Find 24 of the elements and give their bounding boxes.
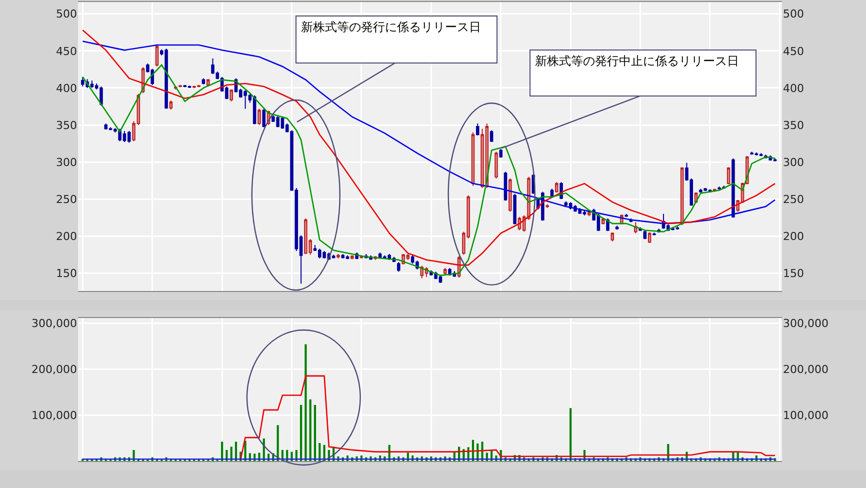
y-tick-label: 300 [56,156,77,169]
y-tick-label: 300,000 [32,316,77,330]
y-tick-label: 200 [56,230,77,244]
y-tick-label: 350 [56,118,77,132]
y-tick-label: 450 [56,44,77,58]
y2-tick-label: 450 [783,44,804,58]
y-tick-label: 400 [56,82,77,95]
y2-tick-label: 150 [783,267,804,280]
y2-tick-label: 400 [783,82,804,95]
y2-tick-label: 300,000 [783,316,828,330]
y2-tick-label: 300 [783,156,804,169]
y2-tick-label: 200,000 [783,362,828,376]
y2-tick-label: 250 [783,192,804,206]
y-tick-label: 500 [56,8,77,21]
y2-tick-label: 350 [783,118,804,132]
y-tick-label: 250 [56,192,77,206]
y-tick-label: 200,000 [32,362,77,376]
y-tick-label: 150 [56,267,77,280]
y2-tick-label: 200 [783,230,804,244]
y2-tick-label: 100,000 [783,408,828,422]
annotation: 新株式等の発行中止に係るリリース日 [535,54,739,68]
y-tick-label: 100,000 [32,408,77,422]
annotation: 新株式等の発行に係るリリース日 [301,20,481,34]
y2-tick-label: 500 [783,8,804,21]
